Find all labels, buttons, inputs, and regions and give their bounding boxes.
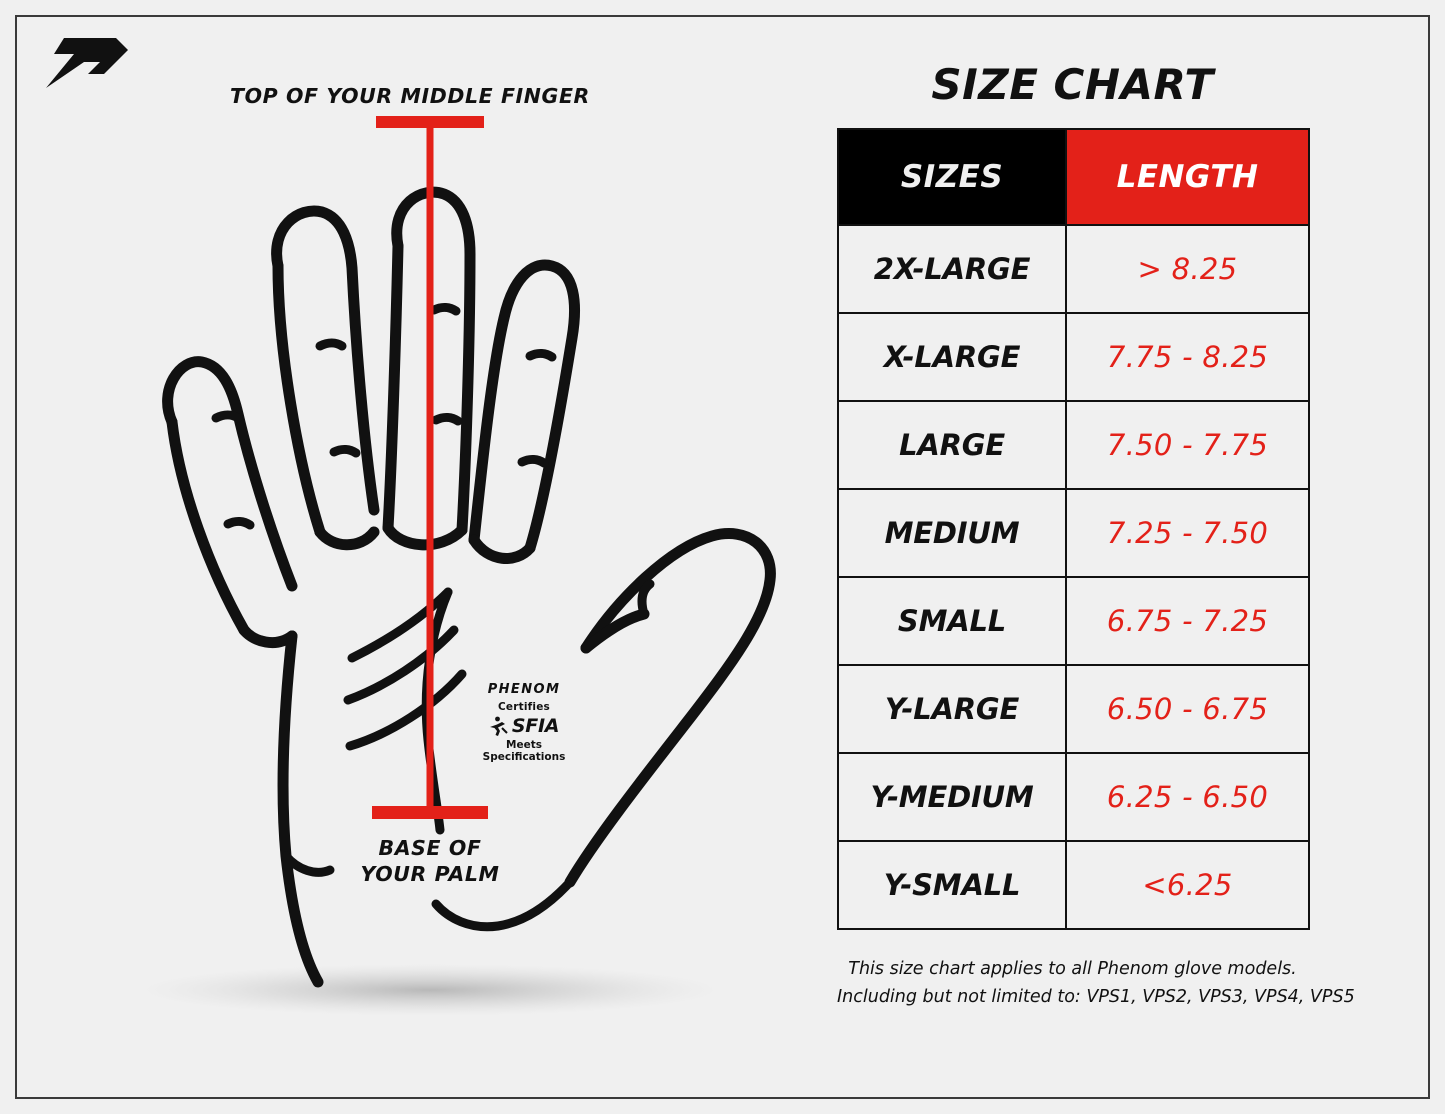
badge-sfia-mark: SFIA — [462, 715, 586, 737]
size-cell: MEDIUM — [837, 488, 1067, 578]
finger-crease-marks — [211, 303, 557, 530]
length-cell: 7.50 - 7.75 — [1065, 400, 1310, 490]
hand-measure-diagram: TOP OF YOUR MIDDLE FINGER — [30, 70, 810, 1030]
palm-lines — [343, 587, 467, 835]
size-cell: Y-SMALL — [837, 840, 1067, 930]
table-row: Y-LARGE 6.50 - 6.75 — [837, 664, 1310, 754]
length-value: <6.25 — [1142, 868, 1233, 902]
base-of-palm-line2: YOUR PALM — [360, 862, 500, 886]
size-label: SMALL — [897, 604, 1007, 638]
length-value: 7.50 - 7.75 — [1106, 428, 1269, 462]
size-chart-note-line1: This size chart applies to all Phenom gl… — [848, 959, 1297, 979]
size-label: Y-SMALL — [883, 868, 1021, 902]
length-value: 6.75 - 7.25 — [1106, 604, 1269, 638]
length-value: 7.25 - 7.50 — [1106, 516, 1269, 550]
length-cell: 7.75 - 8.25 — [1065, 312, 1310, 402]
top-of-middle-finger-label: TOP OF YOUR MIDDLE FINGER — [230, 84, 590, 108]
badge-certifies-text: Certifies — [498, 701, 550, 713]
size-label: Y-LARGE — [884, 692, 1020, 726]
length-value: 7.75 - 8.25 — [1106, 340, 1269, 374]
size-chart-title: SIZE CHART — [931, 60, 1214, 109]
table-row: SMALL 6.75 - 7.25 — [837, 576, 1310, 666]
length-cell: 6.75 - 7.25 — [1065, 576, 1310, 666]
table-row: 2X-LARGE > 8.25 — [837, 224, 1310, 314]
badge-meets-specifications: Meets Specifications — [462, 739, 586, 763]
size-chart-note: This size chart applies to all Phenom gl… — [837, 955, 1355, 1011]
size-cell: Y-LARGE — [837, 664, 1067, 754]
length-cell: 6.25 - 6.50 — [1065, 752, 1310, 842]
hand-shadow — [140, 964, 720, 1016]
sfia-runner-icon — [489, 716, 508, 736]
size-chart-note-line2: Including but not limited to: VPS1, VPS2… — [837, 987, 1355, 1007]
length-value: > 8.25 — [1137, 252, 1238, 286]
size-label: 2X-LARGE — [873, 252, 1031, 286]
size-label: Y-MEDIUM — [870, 780, 1034, 814]
size-cell: SMALL — [837, 576, 1067, 666]
size-chart-table: SIZES LENGTH 2X-LARGE > 8.25 X-LARGE — [837, 128, 1310, 930]
column-header-sizes: SIZES — [837, 128, 1067, 226]
base-of-palm-label: BASE OF YOUR PALM — [280, 835, 580, 887]
phenom-p-bolt-logo — [44, 28, 130, 90]
table-row: Y-MEDIUM 6.25 - 6.50 — [837, 752, 1310, 842]
hand-illustration — [140, 116, 776, 1016]
size-cell: LARGE — [837, 400, 1067, 490]
table-row: LARGE 7.50 - 7.75 — [837, 400, 1310, 490]
size-label: LARGE — [899, 428, 1005, 462]
table-header-row: SIZES LENGTH — [837, 128, 1310, 226]
column-header-length-label: LENGTH — [1116, 159, 1259, 195]
measure-tick-bottom — [372, 806, 488, 819]
length-cell: 7.25 - 7.50 — [1065, 488, 1310, 578]
base-of-palm-line1: BASE OF — [378, 836, 482, 860]
badge-brand-name: PHENOM — [487, 682, 561, 697]
badge-meets-line2: Specifications — [482, 751, 566, 763]
length-cell: <6.25 — [1065, 840, 1310, 930]
column-header-length: LENGTH — [1065, 128, 1310, 226]
badge-meets-line1: Meets — [506, 739, 542, 751]
column-header-sizes-label: SIZES — [900, 159, 1004, 195]
size-cell: Y-MEDIUM — [837, 752, 1067, 842]
size-label: MEDIUM — [884, 516, 1020, 550]
hand-outline — [162, 186, 776, 988]
badge-org-name: SFIA — [511, 715, 560, 737]
length-value: 6.25 - 6.50 — [1106, 780, 1269, 814]
sfia-certification-badge: PHENOM Certifies SFIA Meets Specificatio… — [462, 682, 586, 763]
measure-tick-top — [376, 116, 484, 128]
table-row: MEDIUM 7.25 - 7.50 — [837, 488, 1310, 578]
size-label: X-LARGE — [883, 340, 1021, 374]
length-cell: 6.50 - 6.75 — [1065, 664, 1310, 754]
size-cell: 2X-LARGE — [837, 224, 1067, 314]
length-cell: > 8.25 — [1065, 224, 1310, 314]
table-row: Y-SMALL <6.25 — [837, 840, 1310, 930]
table-row: X-LARGE 7.75 - 8.25 — [837, 312, 1310, 402]
size-cell: X-LARGE — [837, 312, 1067, 402]
length-value: 6.50 - 6.75 — [1106, 692, 1269, 726]
